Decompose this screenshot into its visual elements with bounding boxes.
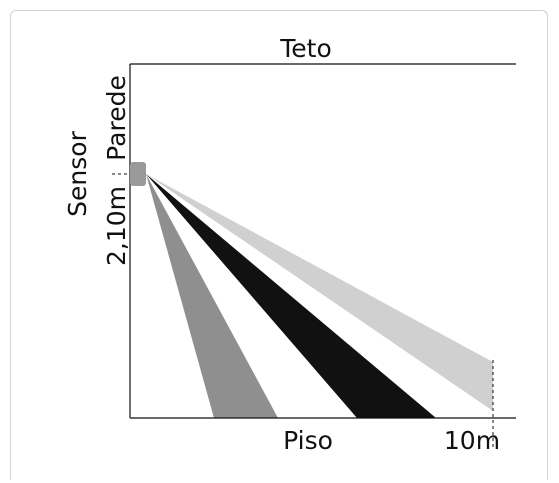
beam-near [146, 174, 278, 418]
height-label: 2,10m [102, 186, 131, 266]
distance-label: 10m [444, 426, 500, 455]
beam-mid [146, 174, 436, 418]
ceiling-label: Teto [279, 34, 332, 63]
floor-label: Piso [283, 426, 333, 455]
sensor-icon [130, 162, 146, 186]
beam-far [146, 174, 493, 411]
wall-label: Parede [102, 75, 131, 161]
diagram-frame [10, 10, 548, 480]
sensor-label: Sensor [63, 130, 92, 216]
